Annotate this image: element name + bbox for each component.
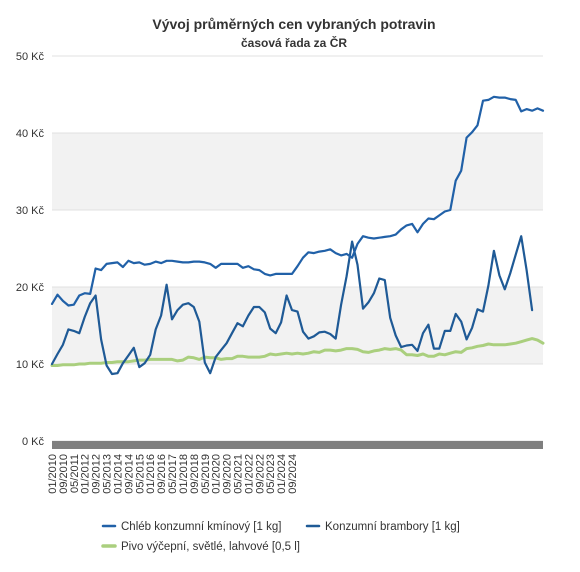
series-lines — [50, 95, 545, 376]
x-tick-label: 05/2015 — [134, 454, 146, 494]
x-tick-label: 01/2010 — [47, 454, 59, 494]
y-tick-label: 50 Kč — [16, 51, 45, 63]
legend-item[interactable]: Konzumní brambory [1 kg] — [325, 521, 460, 533]
x-tick-label: 05/2021 — [232, 454, 244, 494]
x-tick-label: 05/2019 — [200, 454, 212, 494]
x-tick-label: 01/2014 — [112, 454, 124, 494]
legend: Chléb konzumní kmínový [1 kg] Konzumní br… — [101, 521, 460, 553]
x-tick-label: 09/2012 — [91, 454, 103, 494]
plot-bands — [52, 56, 543, 441]
y-tick-label: 0 Kč — [22, 436, 45, 448]
x-tick-label: 05/2023 — [265, 454, 277, 494]
chart-title: Vývoj průměrných cen vybraných potravin — [152, 16, 435, 32]
plot-band — [52, 364, 543, 441]
x-tick-label: 05/2017 — [167, 454, 179, 494]
legend-item[interactable]: Chléb konzumní kmínový [1 kg] — [121, 521, 281, 533]
x-tick-label: 01/2016 — [145, 454, 157, 494]
x-axis-ticks: 01/201009/201005/201101/201209/201205/20… — [47, 454, 299, 494]
x-tick-label: 09/2014 — [123, 454, 135, 494]
x-tick-label: 05/2011 — [69, 454, 81, 493]
x-tick-label: 01/2018 — [178, 454, 190, 494]
x-tick-label: 09/2020 — [222, 454, 234, 494]
series-line-2 — [50, 235, 534, 376]
plot-band — [52, 210, 543, 287]
x-tick-label: 09/2024 — [287, 454, 299, 494]
y-tick-label: 20 Kč — [16, 282, 45, 294]
plot-band — [52, 56, 543, 133]
x-tick-label: 09/2016 — [156, 454, 168, 494]
x-axis-bar — [52, 441, 543, 449]
x-tick-label: 05/2013 — [102, 454, 114, 494]
y-axis-ticks: 0 Kč 10 Kč 20 Kč 30 Kč 40 Kč 50 Kč — [16, 51, 45, 448]
series-line-1 — [50, 95, 545, 307]
x-tick-label: 01/2022 — [243, 454, 255, 494]
x-tick-label: 09/2018 — [189, 454, 201, 494]
x-tick-label: 01/2024 — [276, 454, 288, 494]
y-tick-label: 30 Kč — [16, 205, 45, 217]
chart-subtitle: časová řada za ČR — [241, 35, 347, 50]
plot-band — [52, 133, 543, 210]
x-tick-label: 09/2010 — [58, 454, 70, 494]
series-line-3 — [50, 337, 545, 367]
y-tick-label: 10 Kč — [16, 359, 45, 371]
x-tick-label: 01/2020 — [211, 454, 223, 494]
grid-lines — [52, 55, 543, 449]
y-tick-label: 40 Kč — [16, 128, 45, 140]
legend-item[interactable]: Pivo výčepní, světlé, lahvové [0,5 l] — [121, 541, 300, 553]
x-tick-label: 09/2022 — [254, 454, 266, 494]
x-tick-label: 01/2012 — [80, 454, 92, 494]
